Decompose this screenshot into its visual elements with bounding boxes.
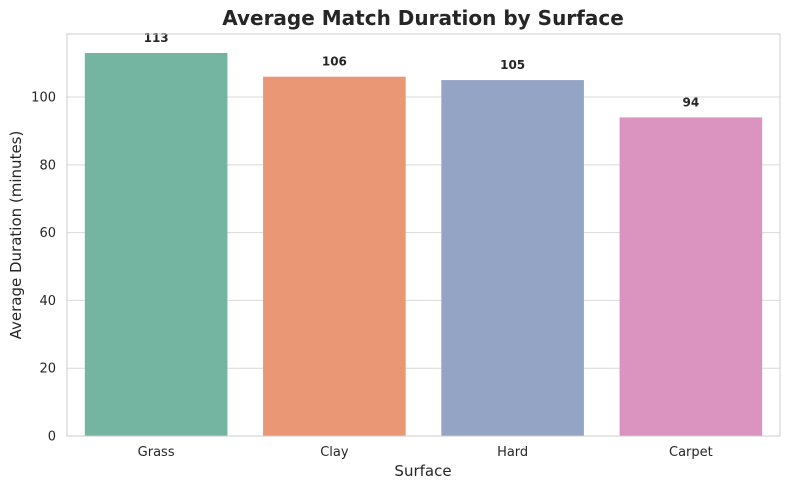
plot-area-frame [66,33,781,437]
x-tick-label: Hard [497,445,528,460]
y-tick-label: 0 [48,430,56,445]
bar-value-label: 113 [144,31,169,45]
x-tick-label: Carpet [669,445,713,460]
y-tick-label: 40 [39,294,56,309]
bar-value-label: 94 [683,95,700,109]
y-tick-label: 100 [31,91,56,106]
y-axis-label: Average Duration (minutes) [7,131,25,340]
bar-hard [441,80,584,436]
y-tick-labels: 0 20 40 60 80 100 [31,91,56,445]
y-tick-label: 80 [39,158,56,173]
x-tick-label: Grass [138,445,175,460]
y-tick-label: 20 [39,362,56,377]
x-tick-labels: Grass Clay Hard Carpet [138,445,713,460]
bar-clay [263,76,406,437]
bar-grass [84,52,228,437]
chart-title: Average Match Duration by Surface [222,6,624,30]
bar-value-label: 106 [322,55,347,69]
bar-value-label: 105 [500,58,525,72]
y-tick-label: 60 [39,226,56,241]
x-tick-label: Clay [320,445,349,460]
x-axis-label: Surface [394,462,451,480]
bars [84,52,763,437]
bar-carpet [619,117,763,436]
